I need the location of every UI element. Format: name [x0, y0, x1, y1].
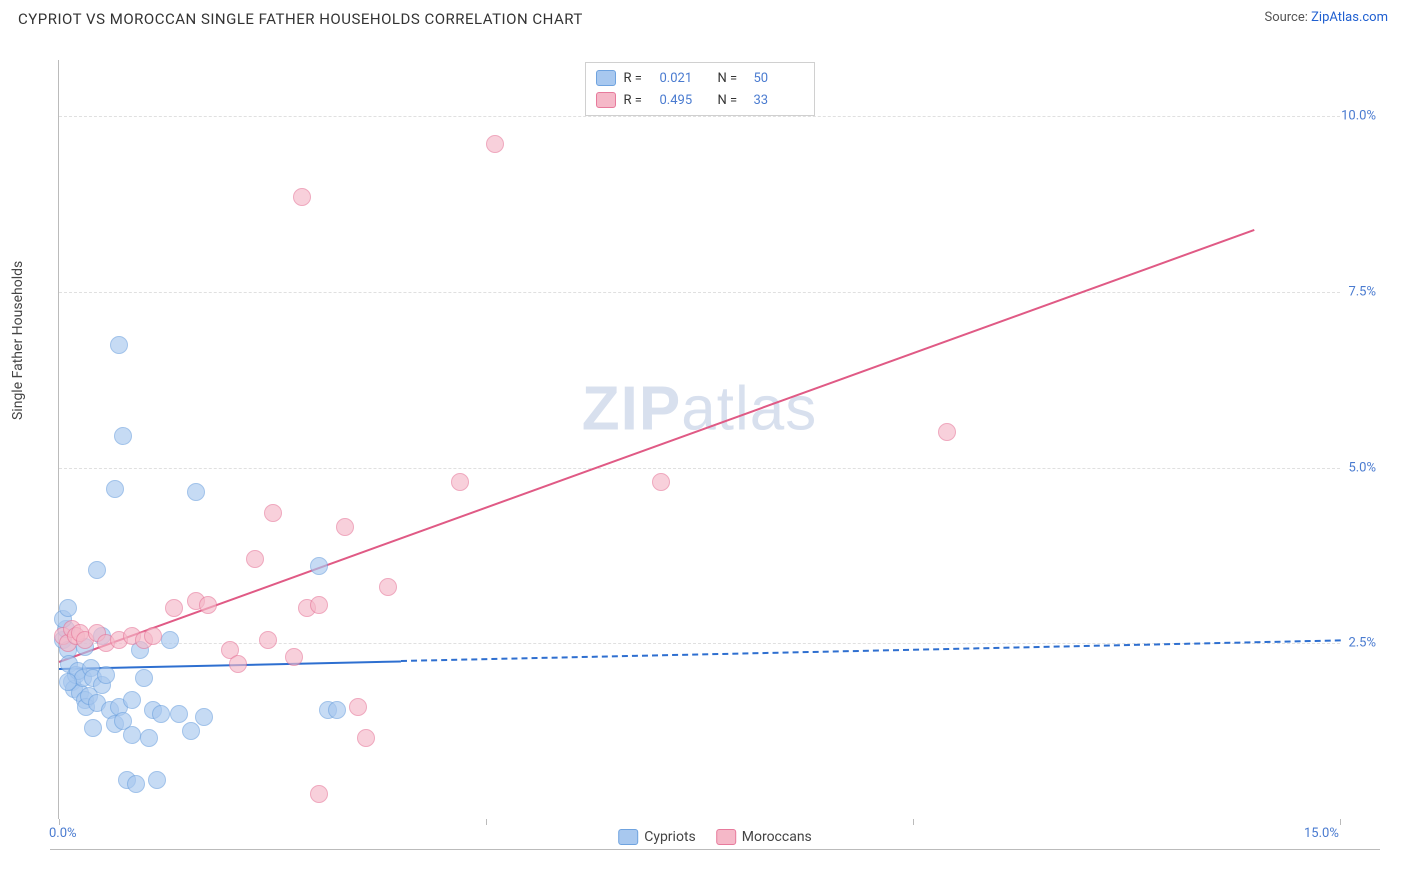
- data-point: [187, 483, 205, 501]
- data-point: [59, 673, 77, 691]
- legend-series-label: Moroccans: [742, 829, 812, 845]
- gridline: [59, 468, 1340, 469]
- data-point: [938, 423, 956, 441]
- legend-r-label: R =: [624, 93, 652, 108]
- legend-n-label: N =: [718, 93, 746, 108]
- legend-swatch: [618, 829, 638, 845]
- data-point: [182, 722, 200, 740]
- legend-series-item: Cypriots: [618, 829, 696, 845]
- data-point: [264, 504, 282, 522]
- data-point: [310, 557, 328, 575]
- data-point: [451, 473, 469, 491]
- plot-inner: ZIPatlas R =0.021N =50R =0.495N =33 2.5%…: [58, 60, 1340, 819]
- legend-swatch: [596, 70, 616, 86]
- watermark-light: atlas: [681, 375, 817, 444]
- data-point: [199, 596, 217, 614]
- data-point: [310, 596, 328, 614]
- x-tick-mark: [913, 819, 914, 825]
- data-point: [123, 691, 141, 709]
- data-point: [246, 550, 264, 568]
- x-tick-label: 0.0%: [49, 826, 77, 841]
- chart-title: CYPRIOT VS MOROCCAN SINGLE FATHER HOUSEH…: [18, 10, 583, 28]
- data-point: [140, 729, 158, 747]
- data-point: [195, 708, 213, 726]
- data-point: [84, 719, 102, 737]
- data-point: [336, 518, 354, 536]
- data-point: [293, 188, 311, 206]
- data-point: [349, 698, 367, 716]
- data-point: [310, 785, 328, 803]
- data-point: [97, 666, 115, 684]
- data-point: [152, 705, 170, 723]
- data-point: [486, 135, 504, 153]
- legend-r-value: 0.495: [660, 93, 710, 108]
- data-point: [161, 631, 179, 649]
- legend-r-value: 0.021: [660, 71, 710, 86]
- legend-series: Cypriots Moroccans: [618, 829, 812, 845]
- watermark: ZIPatlas: [582, 374, 817, 445]
- x-tick-mark: [59, 819, 60, 825]
- legend-n-label: N =: [718, 71, 746, 86]
- data-point: [148, 771, 166, 789]
- chart-header: CYPRIOT VS MOROCCAN SINGLE FATHER HOUSEH…: [0, 0, 1406, 32]
- data-point: [106, 480, 124, 498]
- chart-source: Source: ZipAtlas.com: [1264, 10, 1388, 25]
- gridline: [59, 116, 1340, 117]
- data-point: [114, 427, 132, 445]
- source-link[interactable]: ZipAtlas.com: [1311, 10, 1388, 25]
- data-point: [259, 631, 277, 649]
- data-point: [229, 655, 247, 673]
- data-point: [88, 561, 106, 579]
- legend-correlation-row: R = 0.021 N = 50: [596, 67, 804, 89]
- data-point: [110, 336, 128, 354]
- legend-series-label: Cypriots: [644, 829, 696, 845]
- chart-area: ZIPatlas R = 0.021 N = 50 R = 0.495 N = 33 2.5%…: [50, 60, 1380, 850]
- legend-correlation-row: R = 0.495 N = 33: [596, 89, 804, 111]
- y-tick-label: 2.5%: [1348, 636, 1376, 651]
- legend-swatch: [716, 829, 736, 845]
- gridline: [59, 292, 1340, 293]
- data-point: [144, 627, 162, 645]
- data-point: [170, 705, 188, 723]
- legend-r-label: R =: [624, 71, 652, 86]
- data-point: [59, 599, 77, 617]
- x-tick-mark: [1340, 819, 1341, 825]
- legend-series-item: Moroccans: [716, 829, 812, 845]
- legend-n-value: 50: [754, 71, 804, 86]
- x-tick-label: 15.0%: [1304, 826, 1339, 841]
- data-point: [285, 648, 303, 666]
- watermark-bold: ZIP: [582, 375, 681, 444]
- y-tick-label: 5.0%: [1348, 460, 1376, 475]
- legend-correlation: R = 0.021 N = 50 R = 0.495 N = 33: [585, 62, 815, 116]
- data-point: [127, 775, 145, 793]
- trend-line: [59, 229, 1255, 663]
- legend-swatch: [596, 92, 616, 108]
- legend-n-value: 33: [754, 93, 804, 108]
- source-label: Source:: [1264, 10, 1311, 25]
- data-point: [123, 726, 141, 744]
- data-point: [357, 729, 375, 747]
- data-point: [165, 599, 183, 617]
- data-point: [328, 701, 346, 719]
- data-point: [379, 578, 397, 596]
- y-axis-label: Single Father Households: [10, 261, 26, 420]
- y-tick-label: 10.0%: [1341, 109, 1376, 124]
- y-tick-label: 7.5%: [1348, 284, 1376, 299]
- x-tick-mark: [486, 819, 487, 825]
- data-point: [135, 669, 153, 687]
- data-point: [652, 473, 670, 491]
- chart-plot: ZIPatlas R = 0.021 N = 50 R = 0.495 N = 33 2.5%…: [50, 60, 1380, 850]
